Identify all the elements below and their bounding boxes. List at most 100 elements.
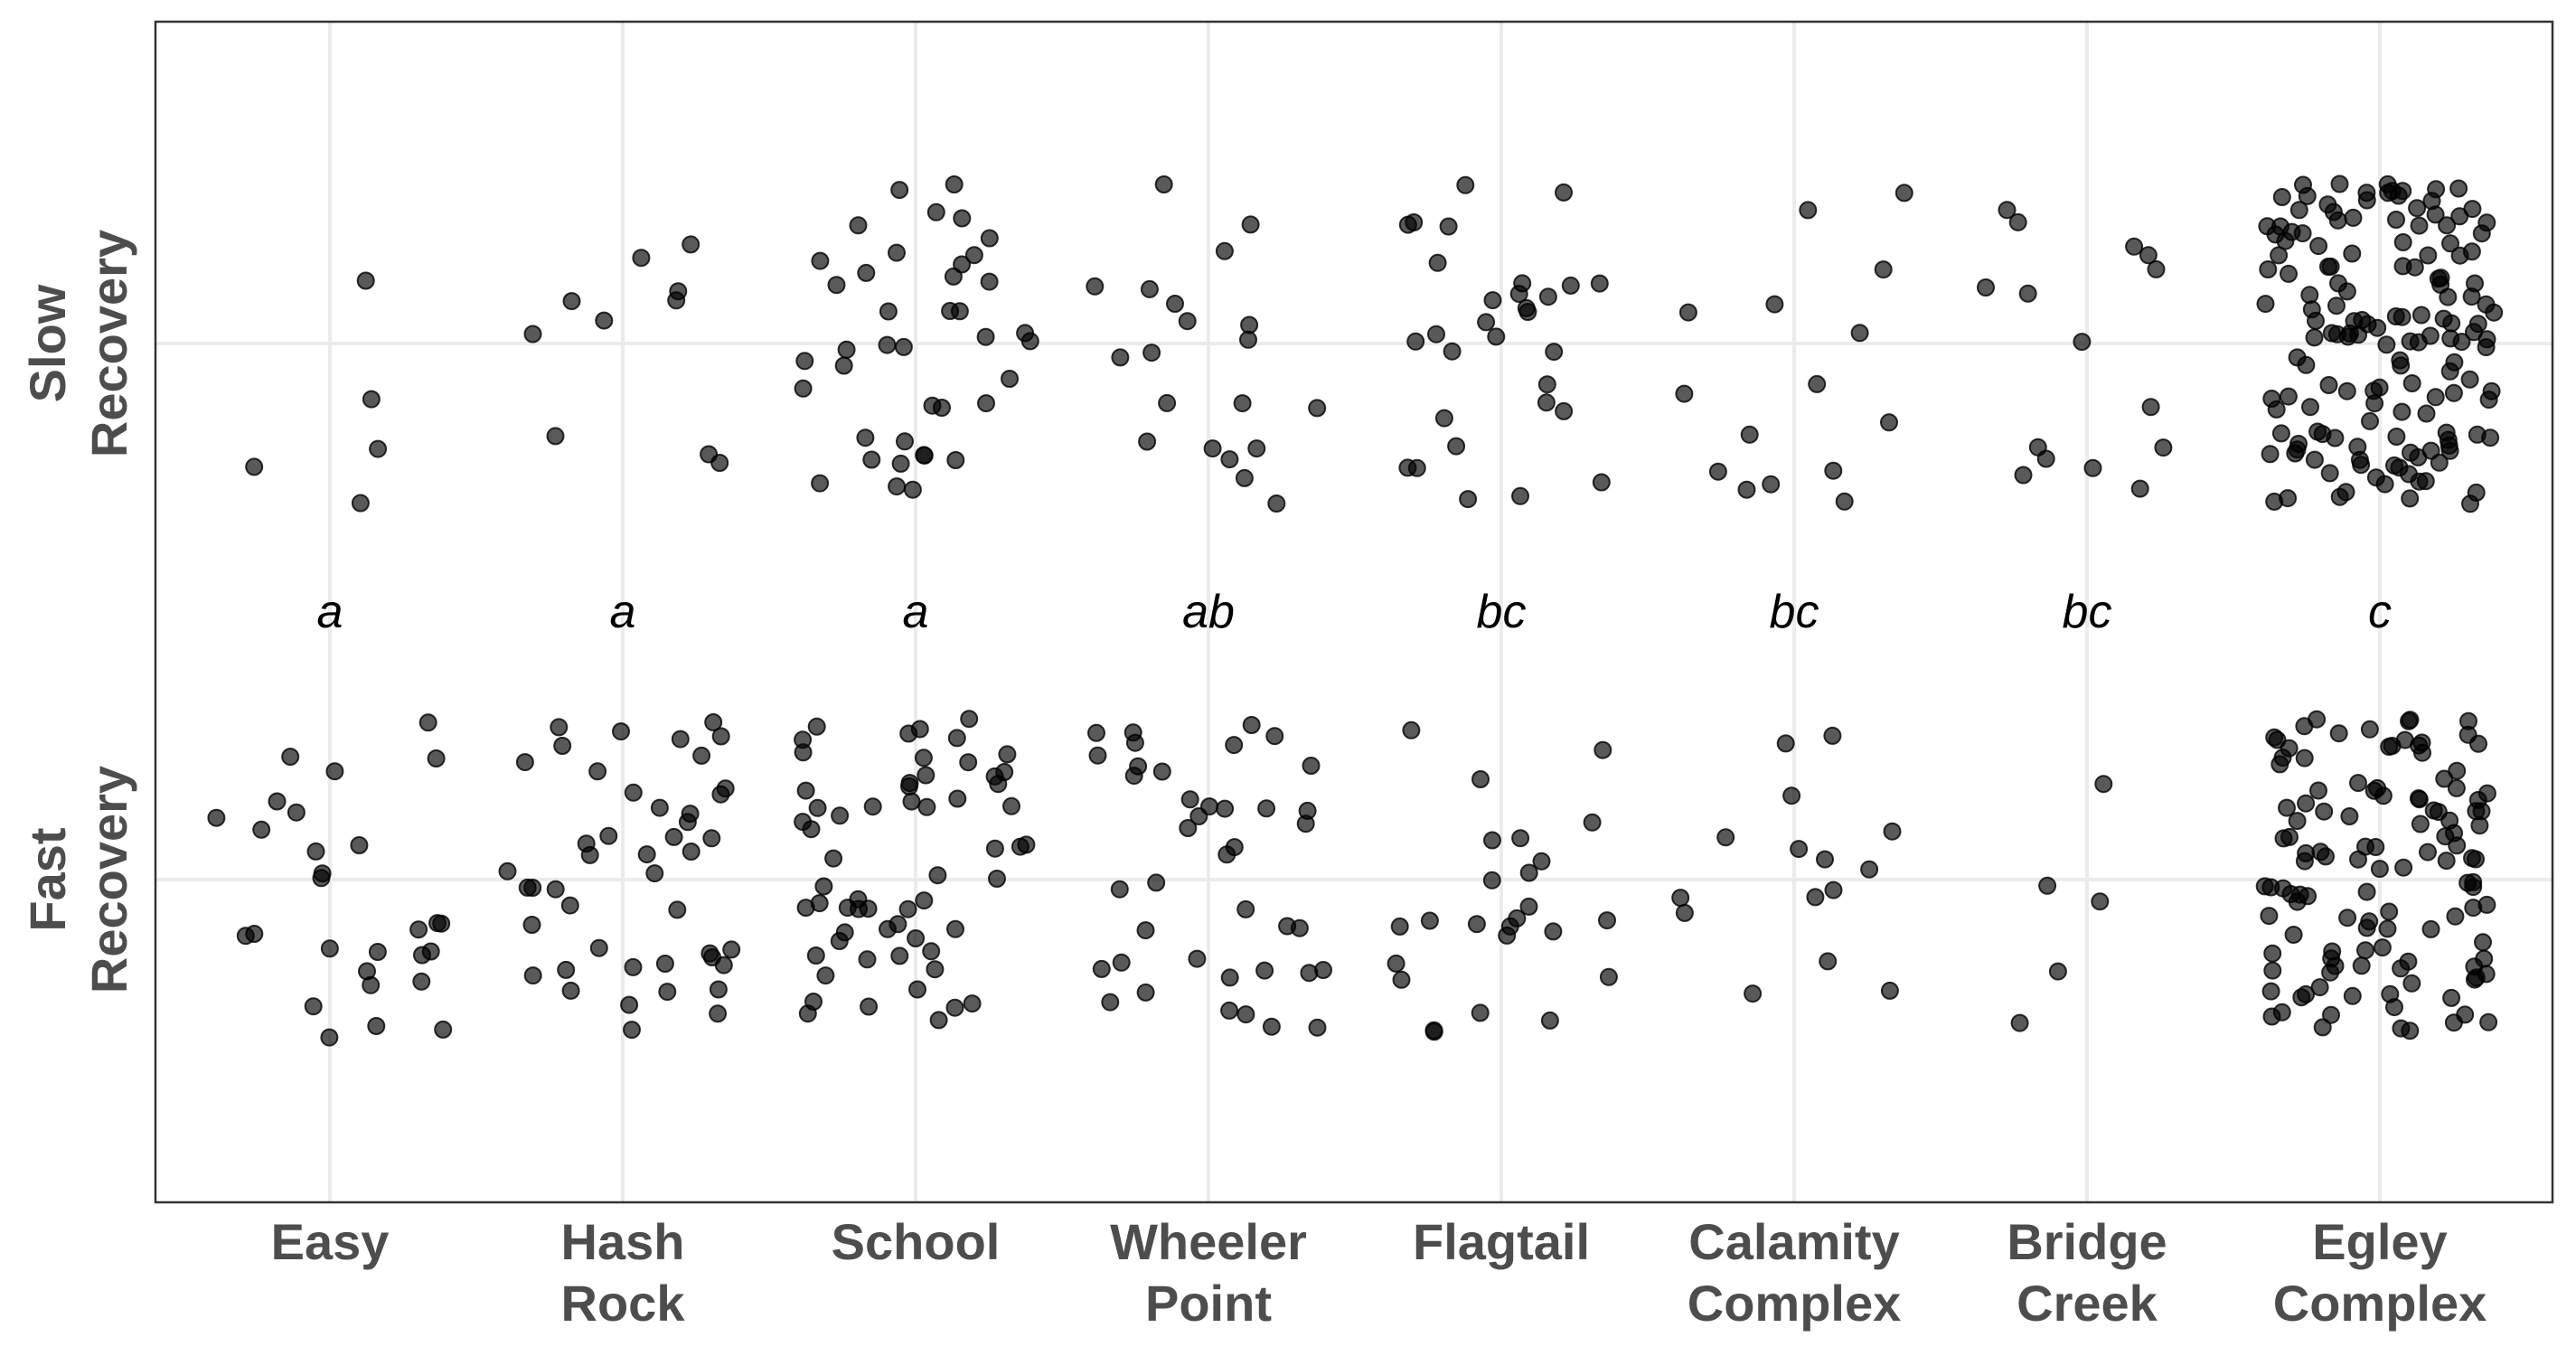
x-tick-label: Complex <box>1688 1275 1902 1332</box>
data-point <box>891 454 910 473</box>
group-letter: bc <box>1477 586 1527 638</box>
data-point <box>1392 970 1411 989</box>
data-point <box>796 781 815 800</box>
data-point <box>1178 312 1197 331</box>
data-point <box>1124 767 1143 786</box>
data-point <box>2394 858 2413 877</box>
data-point <box>2297 794 2316 813</box>
data-point <box>700 944 719 963</box>
data-point <box>2295 717 2314 736</box>
data-point <box>427 749 446 767</box>
data-point <box>1087 723 1105 742</box>
data-point <box>320 1028 339 1047</box>
data-point <box>418 713 437 732</box>
data-point <box>2411 815 2430 833</box>
data-point <box>245 457 264 476</box>
data-point <box>358 962 376 981</box>
data-point <box>1598 911 1616 930</box>
data-point <box>2441 329 2460 348</box>
data-point <box>1555 183 1573 202</box>
data-point <box>2279 489 2298 508</box>
data-point <box>1456 175 1475 194</box>
data-point <box>2395 730 2414 749</box>
data-point <box>2440 811 2459 830</box>
data-point <box>682 235 700 254</box>
data-point <box>1776 734 1795 753</box>
data-points <box>207 174 2504 1047</box>
data-point <box>890 946 909 965</box>
data-point <box>2416 472 2435 491</box>
data-point <box>1513 274 1532 293</box>
data-point <box>2352 456 2371 475</box>
group-letters: a a a ab bc bc bc c <box>317 586 2392 638</box>
data-point <box>413 946 431 965</box>
data-point <box>856 428 875 447</box>
data-point <box>432 914 451 933</box>
data-point <box>941 302 960 320</box>
data-point <box>312 869 331 888</box>
data-point <box>1671 889 1690 908</box>
data-point <box>2385 998 2403 1017</box>
x-tick-label: Point <box>1145 1275 1272 1332</box>
data-point <box>824 849 843 868</box>
data-point <box>650 798 669 817</box>
data-point <box>2308 422 2327 441</box>
data-point <box>1860 860 1879 879</box>
data-point <box>1880 981 1899 1000</box>
data-point <box>2477 338 2496 357</box>
data-point <box>2270 246 2289 265</box>
data-point <box>1555 401 1574 420</box>
data-point <box>2357 918 2376 937</box>
x-tick-label: Calamity <box>1688 1213 1899 1270</box>
data-point <box>2352 956 2371 975</box>
data-point <box>976 327 995 346</box>
data-point <box>2292 988 2311 1007</box>
data-point <box>2380 902 2399 921</box>
data-point <box>268 792 287 811</box>
data-point <box>1482 871 1501 890</box>
data-point <box>1708 462 1727 481</box>
data-point <box>2261 878 2280 897</box>
data-point <box>926 960 945 979</box>
data-point <box>2323 942 2342 961</box>
data-point <box>2456 1005 2475 1024</box>
data-point <box>929 1011 948 1030</box>
data-point <box>1420 911 1439 930</box>
data-point <box>1816 850 1834 869</box>
data-point <box>1799 201 1818 220</box>
data-point <box>2280 264 2298 283</box>
data-point <box>2343 244 2362 263</box>
data-point <box>903 480 922 499</box>
data-point <box>863 797 882 816</box>
data-point <box>2295 749 2314 767</box>
data-point <box>907 929 926 947</box>
data-point <box>1594 740 1612 759</box>
data-point <box>2326 956 2345 975</box>
data-point <box>612 722 630 741</box>
data-point <box>900 774 919 793</box>
data-point <box>794 730 813 749</box>
data-point <box>1511 486 1529 505</box>
data-point <box>917 766 935 785</box>
data-point <box>207 808 226 827</box>
data-point <box>1835 492 1854 511</box>
data-point <box>2361 411 2379 430</box>
data-point <box>2329 724 2348 743</box>
data-point <box>1790 840 1809 859</box>
data-point <box>2309 781 2327 800</box>
data-point <box>1744 984 1763 1003</box>
data-point <box>2141 398 2160 417</box>
data-point <box>814 877 833 896</box>
data-point <box>632 249 651 268</box>
x-tick-label: Flagtail <box>1413 1213 1590 1270</box>
y-tick-label: Recovery <box>80 230 137 457</box>
data-point <box>1257 799 1276 818</box>
x-tick-label: Creek <box>2017 1275 2158 1332</box>
data-point <box>2048 962 2067 981</box>
data-point <box>2377 335 2396 354</box>
data-point <box>599 826 618 845</box>
data-point <box>2261 982 2280 1001</box>
data-point <box>926 202 945 221</box>
data-point <box>356 271 375 290</box>
data-point <box>1583 813 1602 832</box>
